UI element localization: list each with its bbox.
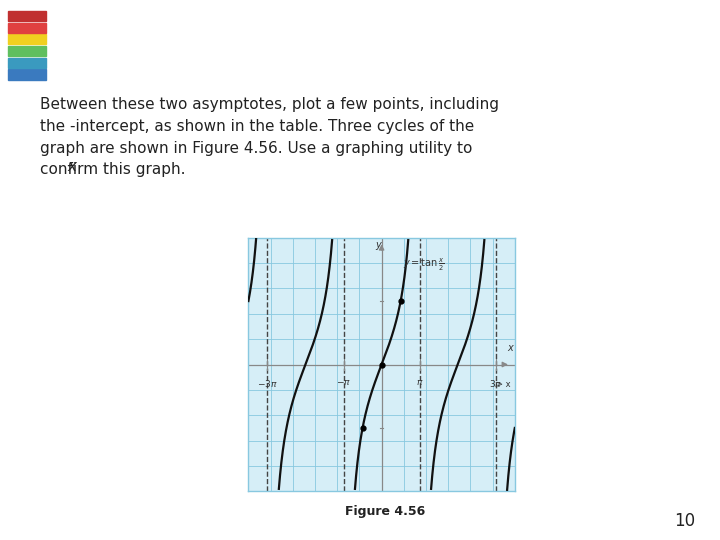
Bar xyxy=(8,46,46,56)
Text: 10: 10 xyxy=(674,512,695,530)
Text: x: x xyxy=(507,343,513,353)
Text: $-3\pi$: $-3\pi$ xyxy=(257,379,278,389)
Bar xyxy=(8,11,46,21)
Text: Solution: Solution xyxy=(277,28,408,56)
Text: $\pi$: $\pi$ xyxy=(416,379,423,388)
Text: Example 1 –: Example 1 – xyxy=(54,28,248,56)
Bar xyxy=(8,70,46,79)
Text: $3\pi$: $3\pi$ xyxy=(489,379,503,389)
Text: cont’d: cont’d xyxy=(662,62,702,75)
Text: $y = \tan\frac{x}{2}$: $y = \tan\frac{x}{2}$ xyxy=(402,256,444,273)
Bar xyxy=(8,23,46,32)
Text: Between these two asymptotes, plot a few points, including
the ⁣⁣⁣⁣-intercept, a: Between these two asymptotes, plot a few… xyxy=(40,97,498,177)
Bar xyxy=(8,58,46,68)
Text: x: x xyxy=(67,159,76,174)
Bar xyxy=(8,35,46,44)
Text: Figure 4.56: Figure 4.56 xyxy=(345,505,426,518)
Text: y: y xyxy=(376,240,382,251)
Text: $-\pi$: $-\pi$ xyxy=(336,379,351,388)
Text: > x: > x xyxy=(496,380,510,389)
